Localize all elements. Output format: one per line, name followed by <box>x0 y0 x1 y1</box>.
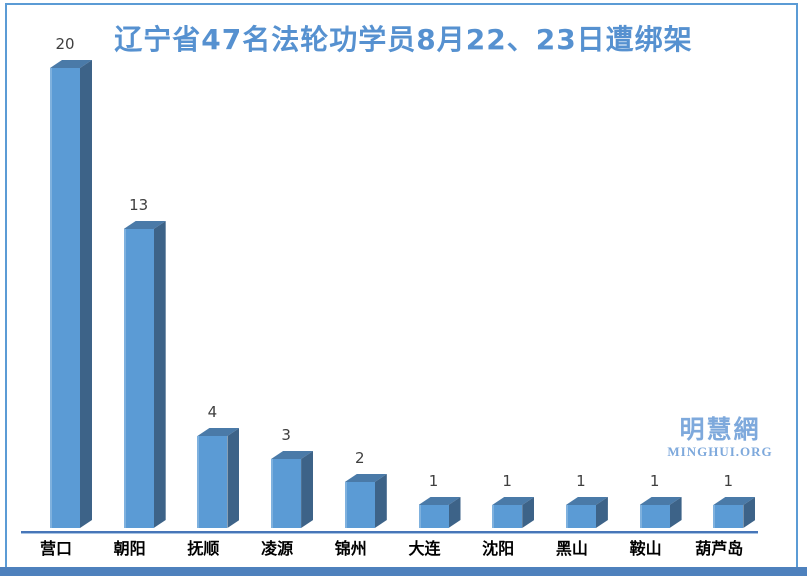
bar <box>565 497 608 528</box>
bar-top-face <box>271 451 314 459</box>
bar-top-face <box>492 497 535 505</box>
bar-value-label: 3 <box>281 426 291 444</box>
minghui-watermark: 明慧網 MINGHUI.ORG <box>655 415 785 460</box>
bar-value-label: 1 <box>576 472 586 490</box>
bar <box>344 474 387 528</box>
bar-top-face <box>50 60 92 68</box>
x-axis-label: 鞍山 <box>629 539 662 558</box>
bar-front-face <box>50 68 80 528</box>
bar-top-face <box>418 497 461 505</box>
bar-side-face <box>80 60 92 528</box>
bar-value-label: 1 <box>428 472 439 490</box>
bar <box>123 221 166 528</box>
bar-top-face <box>713 497 756 505</box>
bar-side-face <box>522 497 535 528</box>
x-axis-label: 沈阳 <box>482 539 515 558</box>
x-axis-label: 凌源 <box>261 539 294 558</box>
bar <box>639 497 682 528</box>
minghui-logo-latin: MINGHUI.ORG <box>667 444 773 459</box>
bar-value-label: 4 <box>207 403 218 421</box>
bar-top-face <box>565 497 608 505</box>
bar <box>197 428 240 528</box>
x-axis-label: 黑山 <box>555 539 588 558</box>
minghui-logo-cjk: 明慧網 <box>679 415 761 444</box>
bar-front-face <box>492 505 523 528</box>
bar-side-face <box>374 474 387 528</box>
bar <box>271 451 314 528</box>
x-axis-label: 大连 <box>408 539 441 558</box>
bar-side-face <box>448 497 461 528</box>
x-axis-label: 锦州 <box>334 539 367 558</box>
x-axis-label: 营口 <box>39 539 72 558</box>
bar-value-label: 2 <box>355 449 365 467</box>
x-axis-label: 葫芦岛 <box>695 539 744 558</box>
bar-side-face <box>227 428 240 528</box>
bar-side-face <box>153 221 166 528</box>
x-axis-label: 抚顺 <box>187 539 220 558</box>
bar-front-face <box>197 436 228 528</box>
bar-value-label: 1 <box>649 472 660 490</box>
bar-side-face <box>743 497 756 528</box>
bar-value-label: 1 <box>502 472 512 490</box>
bar-front-face <box>713 505 744 528</box>
bar-front-face <box>271 459 302 528</box>
bar-front-face <box>123 229 154 528</box>
bar <box>50 60 92 528</box>
bar-value-label: 1 <box>723 472 734 490</box>
bar-top-face <box>639 497 682 505</box>
bar-top-face <box>344 474 387 482</box>
bar-front-face <box>565 505 596 528</box>
x-axis-label: 朝阳 <box>113 539 146 558</box>
chart-title: 辽宁省47名法轮功学员8月22、23日遭绑架 <box>114 23 693 56</box>
bar <box>713 497 756 528</box>
bar-side-face <box>301 451 314 528</box>
bar-value-label: 13 <box>129 196 149 214</box>
bar <box>418 497 461 528</box>
bar <box>492 497 535 528</box>
bar-side-face <box>595 497 608 528</box>
bar-value-label: 20 <box>55 35 75 53</box>
bar-front-face <box>418 505 449 528</box>
footer-bar <box>0 567 807 576</box>
bar-front-face <box>344 482 375 528</box>
x-axis-line <box>21 531 758 534</box>
bar-side-face <box>669 497 682 528</box>
bar-top-face <box>123 221 166 229</box>
bar-front-face <box>639 505 670 528</box>
bar-top-face <box>197 428 240 436</box>
